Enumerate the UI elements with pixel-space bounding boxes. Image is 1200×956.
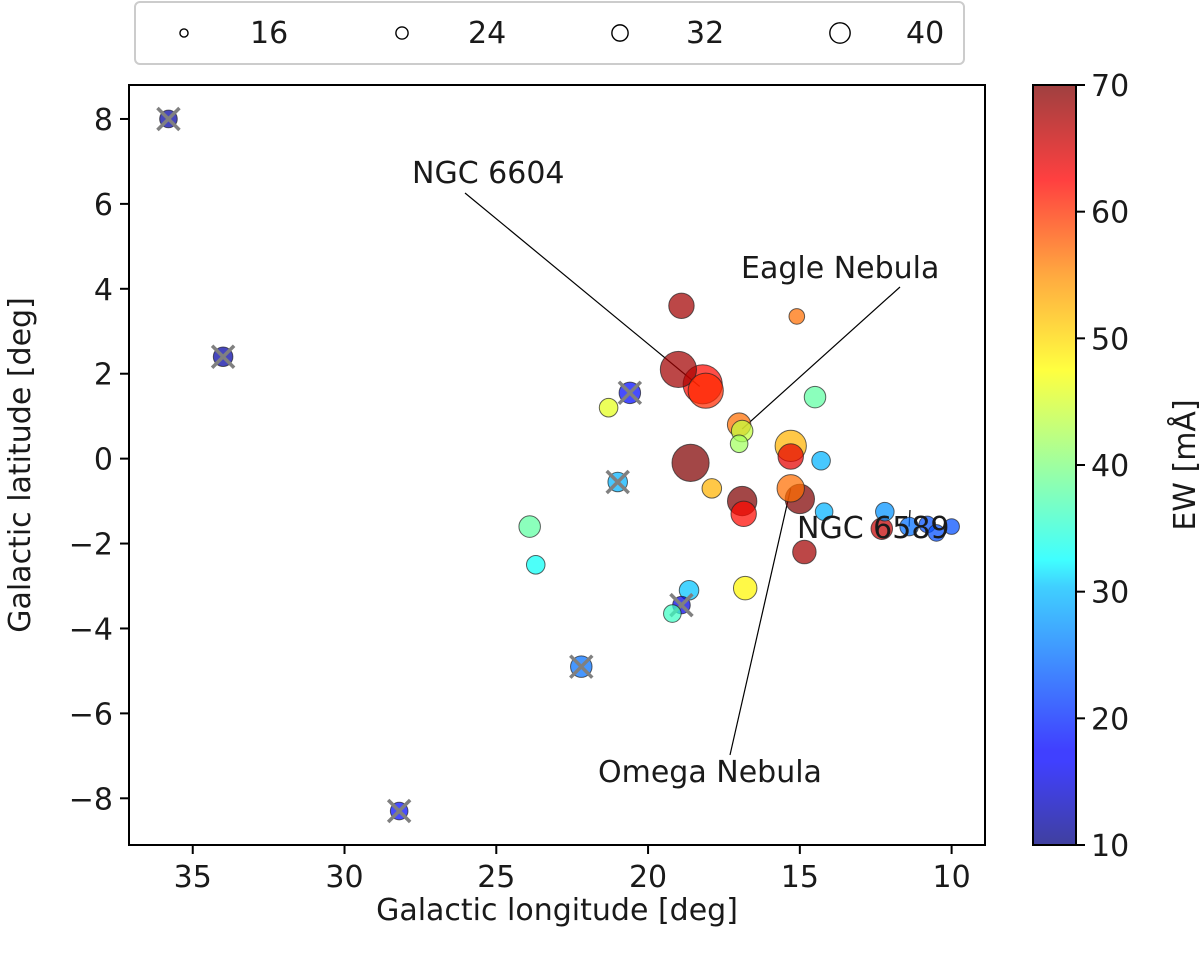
x-tick-label: 15 xyxy=(781,860,819,895)
data-point xyxy=(668,292,695,319)
y-tick-label: −8 xyxy=(69,782,113,817)
data-point xyxy=(518,515,541,538)
plot-frame xyxy=(128,84,986,846)
excluded-marker xyxy=(210,344,236,369)
annotation-omega-nebula: Omega Nebula xyxy=(598,755,822,790)
data-point xyxy=(732,575,758,601)
colorbar-label: EW [mÅ] xyxy=(1167,399,1200,530)
annotation-ngc6604: NGC 6604 xyxy=(412,156,565,191)
x-axis: 35 30 25 20 15 10 xyxy=(174,845,971,895)
data-point xyxy=(671,443,710,482)
plot-area xyxy=(129,85,985,845)
x-tick-label: 30 xyxy=(325,860,363,895)
colorbar: 10 20 30 40 50 60 70 EW [mÅ] xyxy=(1032,69,1200,864)
x-tick-label: 20 xyxy=(629,860,667,895)
data-point xyxy=(730,500,757,528)
excluded-marker xyxy=(605,469,630,495)
annotation-eagle-nebula: Eagle Nebula xyxy=(741,251,939,286)
data-point xyxy=(663,604,682,623)
data-point xyxy=(777,443,804,470)
data-point xyxy=(729,434,749,454)
x-tick-label: 35 xyxy=(174,860,212,895)
annotation-leader-line xyxy=(741,286,901,430)
data-point xyxy=(803,385,827,409)
colorbar-tick-label: 10 xyxy=(1091,829,1129,864)
y-tick-label: −4 xyxy=(69,612,113,647)
size-legend-frame xyxy=(134,1,965,65)
data-point xyxy=(943,518,960,535)
y-tick-label: 8 xyxy=(94,103,113,138)
annotation-leader-line xyxy=(729,488,792,756)
annotation-leader-line xyxy=(464,192,701,387)
data-point xyxy=(598,397,619,418)
data-points xyxy=(156,106,960,824)
y-axis: 8 6 4 2 0 −2 −4 −6 −8 xyxy=(69,103,129,817)
colorbar-tick-label: 30 xyxy=(1091,576,1129,611)
colorbar-gradient xyxy=(1033,85,1076,845)
data-point xyxy=(701,478,723,499)
size-legend-marker xyxy=(179,28,189,38)
size-legend-marker xyxy=(395,26,409,40)
annotation-labels: NGC 6604 Eagle Nebula NGC 6589 Omega Neb… xyxy=(412,156,950,790)
data-point xyxy=(659,350,698,389)
y-tick-label: 6 xyxy=(94,188,113,223)
data-point xyxy=(814,502,834,522)
data-point xyxy=(687,372,724,409)
data-point xyxy=(792,539,817,565)
size-legend: 16 24 32 40 xyxy=(134,1,965,65)
annotation-lines xyxy=(464,192,911,756)
y-tick-label: −2 xyxy=(69,528,113,563)
y-axis-label: Galactic latitude [deg] xyxy=(3,297,38,633)
size-legend-marker xyxy=(829,22,851,44)
colorbar-tick-label: 60 xyxy=(1091,196,1129,231)
excluded-marker xyxy=(156,106,181,132)
colorbar-tick-label: 40 xyxy=(1091,449,1129,484)
x-tick-label: 10 xyxy=(933,860,971,895)
data-point xyxy=(811,450,831,471)
data-point xyxy=(927,524,946,542)
data-point xyxy=(525,554,546,575)
y-tick-label: 4 xyxy=(94,273,113,308)
excluded-marker xyxy=(386,798,412,824)
y-tick-label: −6 xyxy=(69,697,113,732)
excluded-marker xyxy=(569,654,594,679)
colorbar-tick-label: 20 xyxy=(1091,702,1129,737)
data-point xyxy=(788,308,806,325)
x-axis-label: Galactic longitude [deg] xyxy=(376,893,738,928)
size-legend-marker xyxy=(611,24,629,42)
x-tick-label: 25 xyxy=(477,860,515,895)
excluded-marker xyxy=(617,380,643,406)
data-point xyxy=(899,516,919,537)
colorbar-tick-label: 50 xyxy=(1091,322,1129,357)
data-point xyxy=(776,474,805,503)
size-legend-label: 32 xyxy=(686,16,724,51)
size-legend-label: 40 xyxy=(906,16,944,51)
data-point xyxy=(875,501,895,522)
y-tick-label: 2 xyxy=(94,358,113,393)
size-legend-label: 16 xyxy=(250,16,288,51)
annotation-ngc6589: NGC 6589 xyxy=(797,511,950,546)
size-legend-label: 24 xyxy=(468,16,506,51)
y-tick-label: 0 xyxy=(94,443,113,478)
colorbar-tick-label: 70 xyxy=(1091,69,1129,104)
